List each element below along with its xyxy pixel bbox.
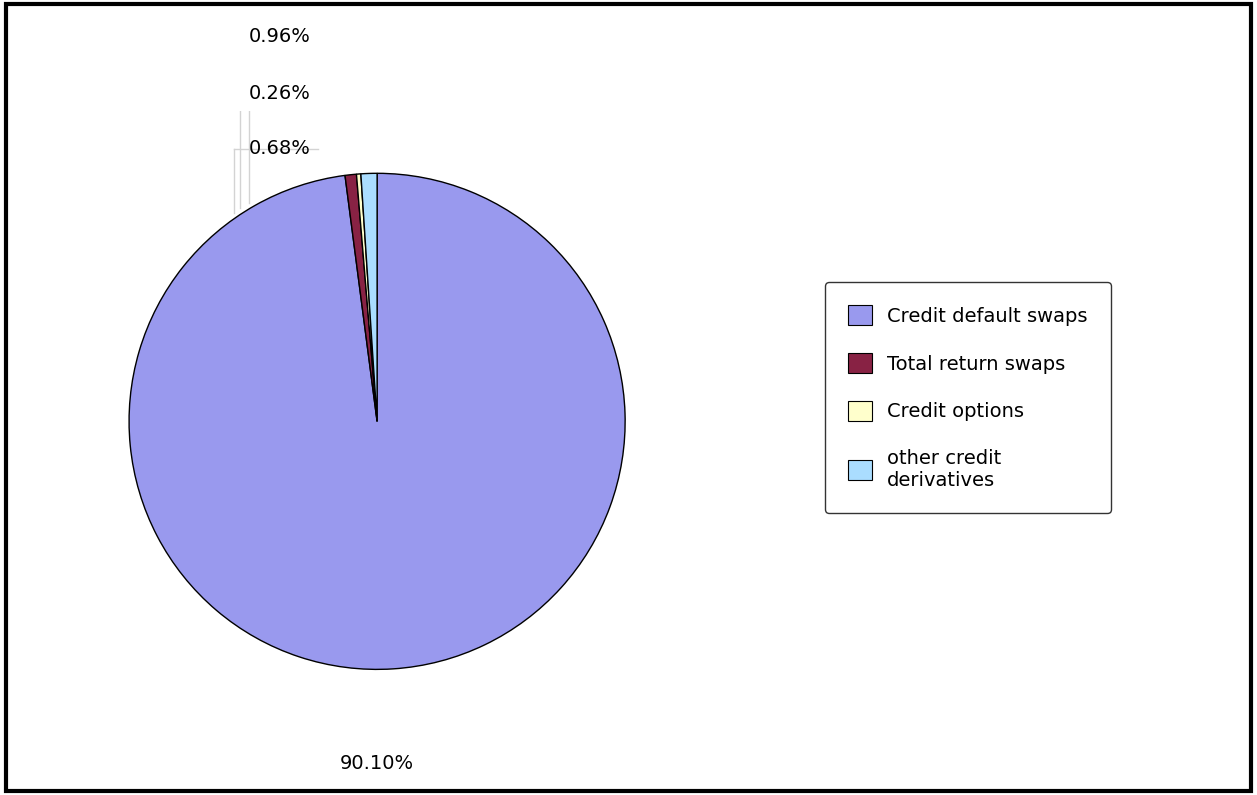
Text: 0.26%: 0.26%: [248, 84, 310, 103]
Text: 0.68%: 0.68%: [248, 139, 310, 158]
Wedge shape: [357, 174, 377, 421]
Text: 90.10%: 90.10%: [341, 754, 414, 774]
Text: 0.96%: 0.96%: [248, 27, 310, 46]
Wedge shape: [344, 174, 377, 421]
Wedge shape: [129, 173, 625, 669]
Wedge shape: [361, 173, 377, 421]
Legend: Credit default swaps, Total return swaps, Credit options, other credit
derivativ: Credit default swaps, Total return swaps…: [825, 282, 1111, 513]
